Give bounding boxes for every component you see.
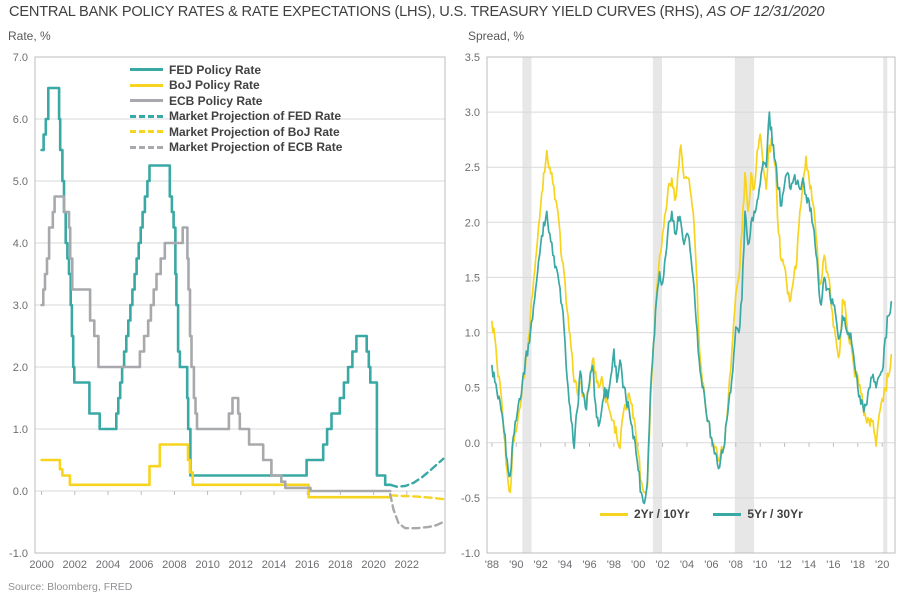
legend-item-boj-projection: Market Projection of BoJ Rate — [130, 124, 342, 140]
svg-text:3.0: 3.0 — [465, 107, 480, 119]
svg-text:'16: '16 — [826, 559, 840, 571]
legend-label: FED Policy Rate — [169, 62, 262, 77]
svg-text:-1.0: -1.0 — [9, 548, 28, 560]
svg-text:2008: 2008 — [162, 559, 186, 571]
svg-text:'04: '04 — [680, 559, 694, 571]
svg-text:0.0: 0.0 — [13, 486, 28, 498]
figure-title: CENTRAL BANK POLICY RATES & RATE EXPECTA… — [9, 4, 889, 20]
svg-text:'08: '08 — [729, 559, 743, 571]
svg-text:1.0: 1.0 — [465, 328, 480, 340]
svg-text:'06: '06 — [704, 559, 718, 571]
boj-projection-dashed-line-swatch-icon — [130, 130, 163, 134]
two-ten-spread-line-swatch-icon — [600, 512, 628, 516]
legend-label: Market Projection of BoJ Rate — [169, 124, 340, 139]
svg-text:1.5: 1.5 — [465, 272, 480, 284]
right-axis-unit-label: Spread, % — [468, 29, 525, 43]
legend-label: ECB Policy Rate — [169, 93, 263, 108]
fed-projection-dashed-line-swatch-icon — [130, 114, 163, 118]
svg-text:4.0: 4.0 — [13, 238, 28, 250]
svg-text:2012: 2012 — [229, 559, 253, 571]
svg-text:'18: '18 — [851, 559, 865, 571]
legend-label: Market Projection of FED Rate — [169, 109, 342, 124]
five-thirty-spread-line-swatch-icon — [713, 512, 742, 516]
svg-text:2010: 2010 — [195, 559, 219, 571]
svg-text:'94: '94 — [558, 559, 572, 571]
svg-text:2002: 2002 — [63, 559, 87, 571]
legend-label: BoJ Policy Rate — [169, 78, 260, 93]
svg-text:'14: '14 — [802, 559, 816, 571]
svg-text:0.5: 0.5 — [465, 383, 480, 395]
legend-label: 5Yr / 30Yr — [747, 507, 803, 521]
svg-text:'96: '96 — [582, 559, 596, 571]
left-axis-unit-label: Rate, % — [8, 29, 51, 43]
svg-text:2.0: 2.0 — [465, 217, 480, 229]
svg-text:'98: '98 — [607, 559, 621, 571]
svg-text:2004: 2004 — [96, 559, 120, 571]
legend-item-2y10y: 2Yr / 10Yr — [600, 505, 689, 523]
svg-text:'10: '10 — [753, 559, 767, 571]
source-note: Source: Bloomberg, FRED — [8, 581, 133, 593]
fed-policy-line-swatch-icon — [130, 68, 163, 72]
legend-label: 2Yr / 10Yr — [634, 507, 690, 521]
svg-text:'90: '90 — [509, 559, 523, 571]
svg-text:-1.0: -1.0 — [461, 548, 480, 560]
legend-item-5y30y: 5Yr / 30Yr — [713, 505, 803, 523]
spread-legend: 2Yr / 10Yr 5Yr / 30Yr — [600, 505, 803, 523]
legend-label: Market Projection of ECB Rate — [169, 140, 343, 155]
policy-rate-legend: FED Policy Rate BoJ Policy Rate ECB Poli… — [130, 62, 342, 155]
svg-text:3.0: 3.0 — [13, 300, 28, 312]
figure-title-asof: AS OF 12/31/2020 — [706, 4, 825, 20]
svg-text:5.0: 5.0 — [13, 176, 28, 188]
legend-item-fed-projection: Market Projection of FED Rate — [130, 109, 342, 125]
boj-policy-line-swatch-icon — [130, 83, 163, 87]
figure-title-main: CENTRAL BANK POLICY RATES & RATE EXPECTA… — [9, 4, 707, 20]
svg-text:'12: '12 — [777, 559, 791, 571]
yield-spreads-chart: 3.5 3.0 2.5 2.0 1.5 1.0 0.5 0.0 -0.5 -1.0 '88 '90 '9… — [461, 52, 896, 571]
svg-text:'02: '02 — [655, 559, 669, 571]
legend-item-ecb: ECB Policy Rate — [130, 93, 342, 109]
svg-text:2006: 2006 — [129, 559, 153, 571]
svg-text:6.0: 6.0 — [13, 114, 28, 126]
svg-text:7.0: 7.0 — [13, 52, 28, 64]
ecb-policy-line-swatch-icon — [130, 99, 163, 103]
svg-text:0.0: 0.0 — [465, 438, 480, 450]
svg-text:'00: '00 — [631, 559, 645, 571]
svg-text:2014: 2014 — [262, 559, 286, 571]
svg-text:2018: 2018 — [328, 559, 352, 571]
legend-item-boj: BoJ Policy Rate — [130, 78, 342, 94]
svg-text:'92: '92 — [534, 559, 548, 571]
svg-text:2020: 2020 — [361, 559, 385, 571]
ecb-projection-dashed-line-swatch-icon — [130, 145, 163, 149]
svg-text:'20: '20 — [875, 559, 889, 571]
svg-text:3.5: 3.5 — [465, 52, 480, 64]
legend-item-fed: FED Policy Rate — [130, 62, 342, 78]
svg-text:2.5: 2.5 — [465, 162, 480, 174]
svg-text:'88: '88 — [485, 559, 499, 571]
svg-text:2022: 2022 — [395, 559, 419, 571]
svg-text:2.0: 2.0 — [13, 362, 28, 374]
svg-text:1.0: 1.0 — [13, 424, 28, 436]
legend-item-ecb-projection: Market Projection of ECB Rate — [130, 140, 342, 156]
svg-text:-0.5: -0.5 — [461, 493, 480, 505]
svg-text:2000: 2000 — [29, 559, 53, 571]
svg-text:2016: 2016 — [295, 559, 319, 571]
